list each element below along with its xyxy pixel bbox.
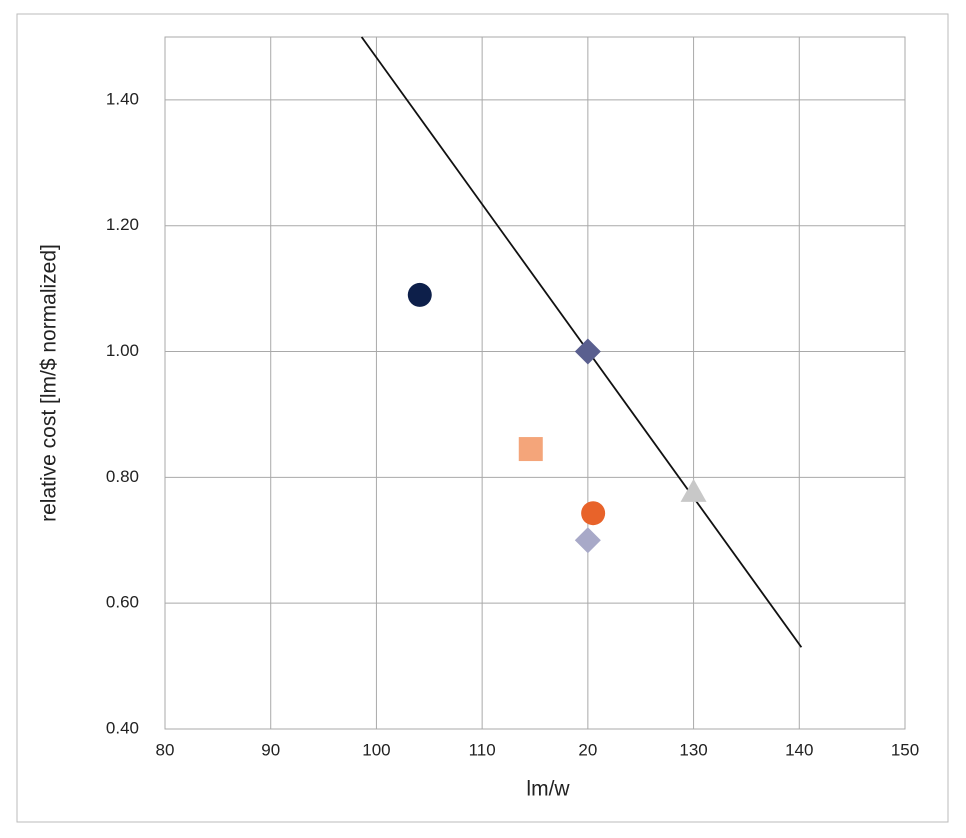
x-tick-label: 100 <box>362 740 390 759</box>
point <box>574 338 601 365</box>
x-tick-label: 130 <box>679 740 707 759</box>
y-tick-label: 0.60 <box>106 593 139 612</box>
x-tick-label: 150 <box>891 740 919 759</box>
x-axis-label: lm/w <box>526 778 570 801</box>
y-tick-label: 1.40 <box>106 89 139 108</box>
point <box>581 501 606 526</box>
x-tick-label: 80 <box>156 740 175 759</box>
point <box>518 437 543 462</box>
x-tick-label: 140 <box>785 740 813 759</box>
point <box>680 478 707 502</box>
y-tick-label: 1.00 <box>106 341 139 360</box>
y-axis-label: relative cost [lm/$ normalized] <box>38 244 61 522</box>
x-tick-label: 20 <box>578 740 597 759</box>
plot-border <box>164 36 906 730</box>
x-tick-label: 110 <box>469 740 496 759</box>
y-tick-label: 0.80 <box>106 467 139 486</box>
y-tick-label: 0.40 <box>106 718 139 737</box>
y-tick-label: 1.20 <box>106 215 139 234</box>
x-tick-label: 90 <box>261 740 280 759</box>
trendline <box>360 36 803 648</box>
point <box>407 282 432 307</box>
point <box>574 527 601 554</box>
